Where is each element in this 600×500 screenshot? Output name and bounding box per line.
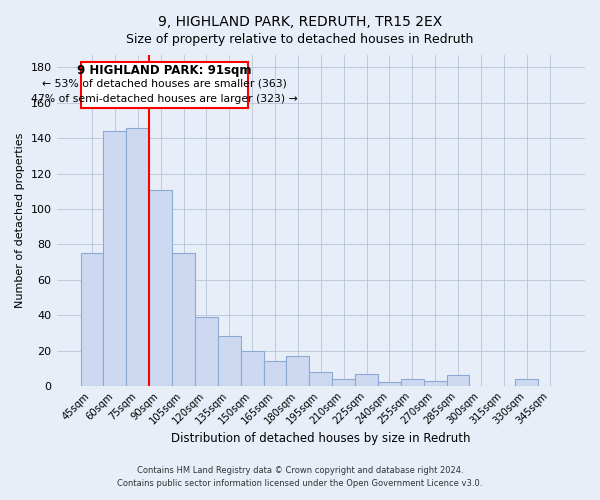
- Bar: [424, 380, 446, 386]
- Bar: [263, 361, 286, 386]
- Text: 9 HIGHLAND PARK: 91sqm: 9 HIGHLAND PARK: 91sqm: [77, 64, 251, 77]
- Bar: [103, 131, 127, 386]
- Bar: [310, 372, 332, 386]
- Text: Size of property relative to detached houses in Redruth: Size of property relative to detached ho…: [127, 32, 473, 46]
- Text: 47% of semi-detached houses are larger (323) →: 47% of semi-detached houses are larger (…: [31, 94, 298, 104]
- Bar: [378, 382, 401, 386]
- Bar: [80, 253, 103, 386]
- Bar: [218, 336, 241, 386]
- Bar: [241, 350, 263, 386]
- Text: ← 53% of detached houses are smaller (363): ← 53% of detached houses are smaller (36…: [41, 79, 287, 89]
- Bar: [195, 317, 218, 386]
- X-axis label: Distribution of detached houses by size in Redruth: Distribution of detached houses by size …: [171, 432, 470, 445]
- Bar: [286, 356, 310, 386]
- Y-axis label: Number of detached properties: Number of detached properties: [15, 133, 25, 308]
- Bar: [172, 253, 195, 386]
- Bar: [401, 379, 424, 386]
- Bar: [332, 379, 355, 386]
- Bar: [149, 190, 172, 386]
- Bar: [355, 374, 378, 386]
- Bar: [127, 128, 149, 386]
- Bar: [515, 379, 538, 386]
- Text: Contains HM Land Registry data © Crown copyright and database right 2024.
Contai: Contains HM Land Registry data © Crown c…: [118, 466, 482, 487]
- FancyBboxPatch shape: [80, 62, 248, 108]
- Text: 9, HIGHLAND PARK, REDRUTH, TR15 2EX: 9, HIGHLAND PARK, REDRUTH, TR15 2EX: [158, 15, 442, 29]
- Bar: [446, 376, 469, 386]
